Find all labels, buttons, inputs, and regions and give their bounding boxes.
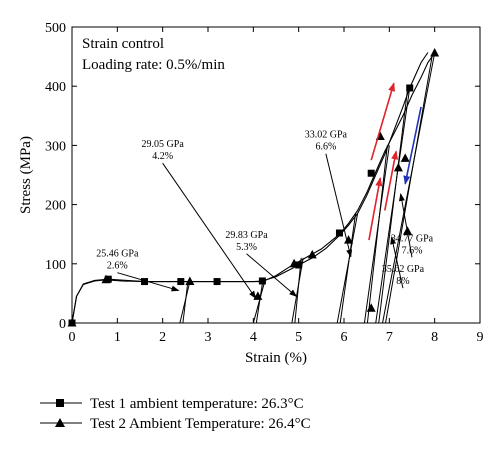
data-point-triangle: [307, 249, 317, 259]
legend-square-marker: [56, 399, 64, 407]
y-tick-label: 100: [45, 258, 66, 273]
annotation-label: 29.83 GPa: [225, 230, 268, 241]
x-tick-label: 5: [295, 330, 302, 345]
annotation-arrow: [246, 253, 298, 298]
data-point-square: [141, 278, 149, 286]
annotation-label: 33.02 GPa: [305, 130, 348, 141]
data-point-triangle: [366, 303, 376, 312]
x-tick-label: 9: [477, 330, 484, 345]
y-tick-label: 200: [45, 199, 66, 214]
legend-label-test2: Test 2 Ambient Temperature: 26.4°C: [90, 416, 311, 432]
x-tick-label: 2: [159, 330, 166, 345]
y-tick-label: 300: [45, 139, 66, 154]
annotation-label: 6.6%: [315, 142, 336, 153]
x-tick-label: 6: [341, 330, 348, 345]
legend: Test 1 ambient temperature: 26.3°C Test …: [40, 396, 311, 432]
data-point-square: [367, 169, 375, 177]
reload-line: [182, 281, 189, 324]
annotation-arrow: [325, 153, 353, 258]
data-point-triangle: [289, 258, 299, 268]
data-point-triangle: [400, 153, 410, 162]
data-point-square: [213, 278, 221, 286]
reload-line: [294, 257, 302, 324]
annotation-arrow: [390, 236, 404, 289]
direction-arrow: [403, 106, 422, 185]
annotation-arrow: [117, 272, 180, 292]
direction-arrow: [368, 176, 383, 241]
direction-arrow: [384, 150, 399, 211]
data-point-triangle: [101, 274, 111, 284]
annotation-label: 25.46 GPa: [96, 249, 139, 260]
x-tick-label: 0: [69, 330, 76, 345]
x-tick-label: 3: [205, 330, 212, 345]
direction-arrow: [370, 82, 395, 161]
textbox-line-2: Loading rate: 0.5%/min: [82, 57, 225, 73]
series-line-1: [71, 52, 429, 324]
reload-line: [378, 87, 409, 324]
data-point-square: [335, 229, 343, 237]
legend-label-test1: Test 1 ambient temperature: 26.3°C: [90, 396, 304, 412]
data-point-square: [258, 277, 266, 285]
annotation-label: 8%: [396, 276, 409, 287]
reload-line: [385, 52, 434, 324]
data-point-triangle: [430, 48, 440, 57]
annotation-label: 35.62 GPa: [382, 264, 425, 275]
data-point-square: [295, 261, 303, 269]
y-axis-title: Stress (MPa): [18, 136, 34, 214]
x-tick-label: 7: [386, 330, 393, 345]
x-tick-label: 4: [250, 330, 257, 345]
reload-line: [339, 213, 357, 324]
annotation-label: 7.6%: [402, 245, 423, 256]
y-tick-label: 0: [59, 317, 66, 332]
reload-line: [255, 281, 264, 324]
y-tick-label: 400: [45, 80, 66, 95]
legend-triangle-marker: [55, 418, 65, 427]
y-tick-label: 500: [45, 21, 66, 36]
data-point-triangle: [393, 162, 403, 172]
annotation-label: 34.77 GPa: [391, 233, 434, 244]
annotation-arrow: [162, 162, 257, 299]
annotation-label: 4.2%: [152, 151, 173, 162]
series-line-2: [71, 52, 436, 324]
data-point-square: [177, 278, 185, 286]
textbox-line-1: Strain control: [82, 36, 164, 52]
data-point-triangle: [67, 318, 77, 327]
annotation-label: 29.05 GPa: [142, 139, 185, 150]
reload-line: [366, 145, 388, 324]
annotation-label: 5.3%: [236, 242, 257, 253]
x-axis-title: Strain (%): [245, 350, 307, 366]
legend-item-test2: Test 2 Ambient Temperature: 26.4°C: [40, 416, 311, 432]
annotation-arrow: [398, 192, 413, 258]
x-tick-label: 1: [114, 330, 121, 345]
annotation-label: 2.6%: [107, 261, 128, 272]
data-point-triangle: [185, 276, 195, 286]
legend-item-test1: Test 1 ambient temperature: 26.3°C: [40, 396, 304, 412]
plot-frame: [71, 26, 481, 324]
data-point-square: [406, 84, 414, 92]
data-point-triangle: [344, 235, 354, 244]
x-tick-label: 8: [431, 330, 438, 345]
